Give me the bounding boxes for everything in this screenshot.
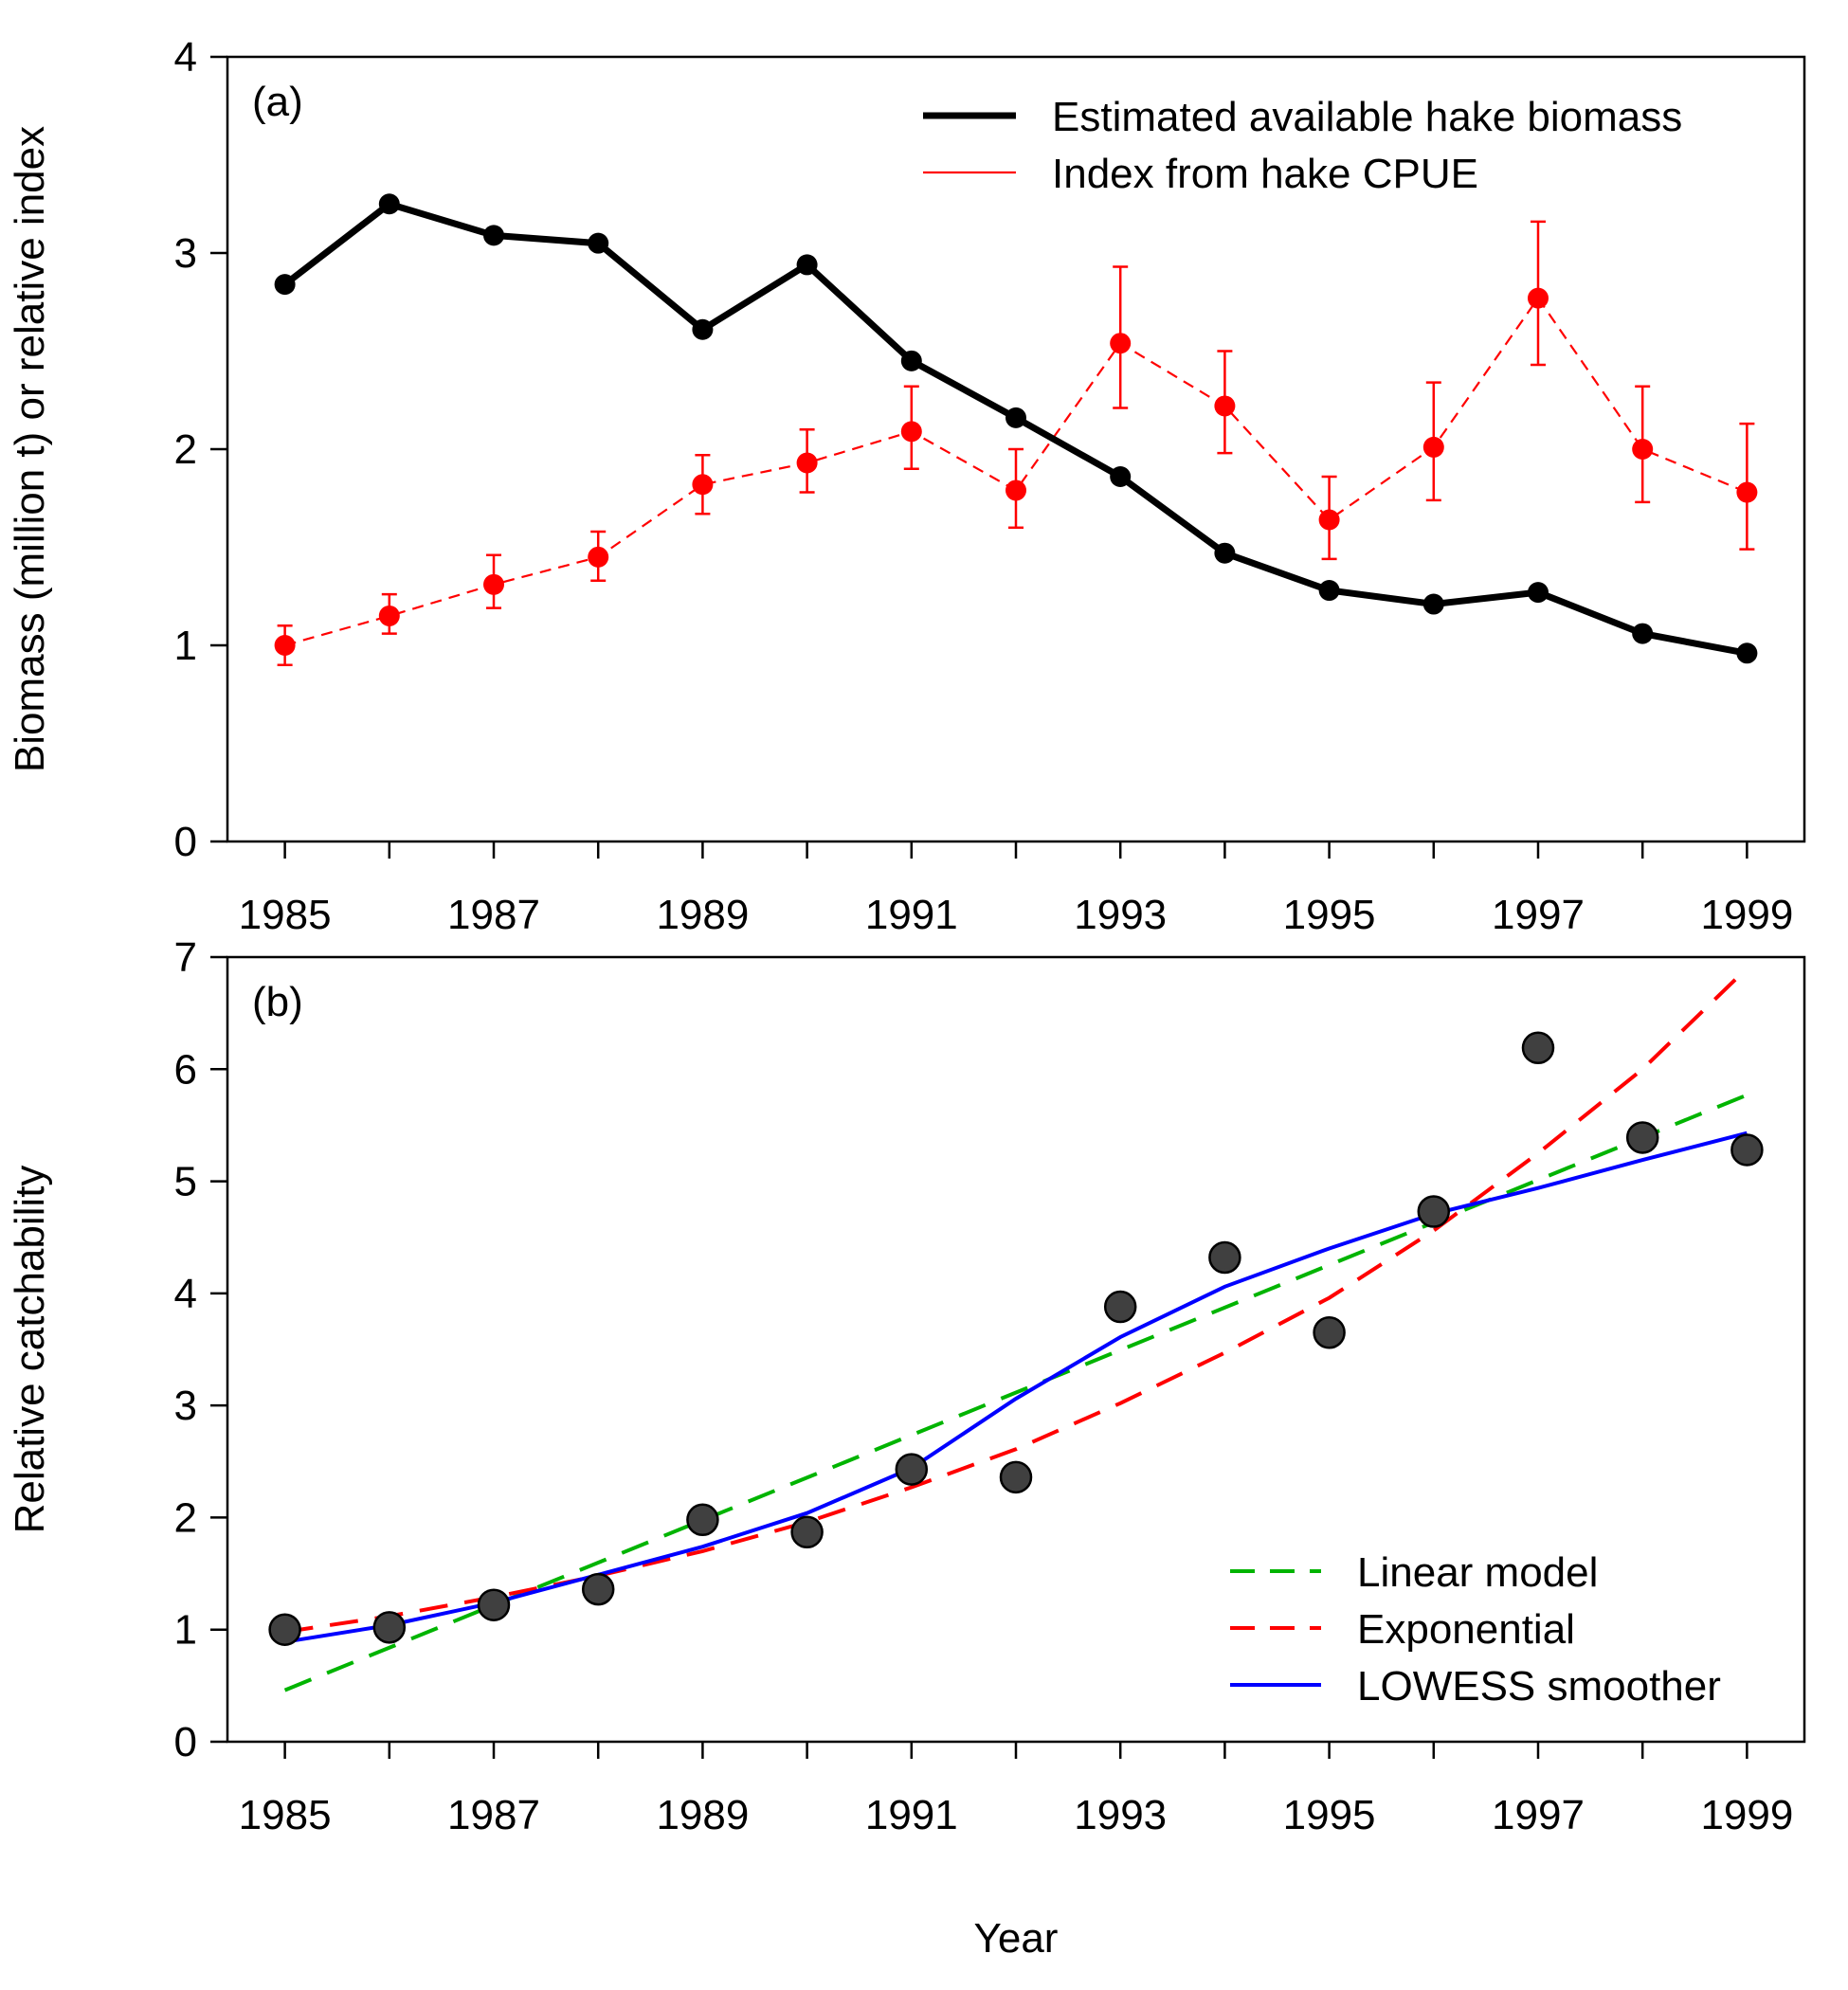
data-point (900, 421, 922, 443)
y-tick-label: 6 (174, 1046, 197, 1093)
series-line (283, 1093, 1748, 1692)
series-line (282, 200, 1748, 657)
data-point (581, 1572, 615, 1606)
data-point (1006, 407, 1026, 428)
data-point (477, 1588, 511, 1621)
data-point (790, 1515, 824, 1549)
y-tick-label: 0 (174, 819, 197, 865)
x-tick-label: 1997 (1492, 1792, 1585, 1838)
x-tick-label: 1995 (1283, 1792, 1376, 1838)
y-axis-title: Relative catchability (7, 1166, 53, 1534)
legend-label: LOWESS smoother (1357, 1663, 1721, 1710)
data-point (1632, 623, 1654, 644)
legend-label: Estimated available hake biomass (1052, 94, 1682, 140)
x-tick-label: 1985 (239, 892, 332, 938)
data-point (1318, 580, 1340, 602)
data-point (900, 350, 922, 371)
data-point (1730, 1133, 1764, 1167)
panel-label: (b) (252, 979, 303, 1025)
y-tick-label: 4 (174, 1271, 197, 1317)
y-tick-label: 1 (174, 623, 197, 669)
x-tick-label: 1987 (447, 1792, 540, 1838)
data-point (1527, 287, 1549, 309)
data-point (1736, 481, 1758, 503)
data-point (274, 635, 296, 656)
x-tick-label: 1993 (1074, 1792, 1167, 1838)
y-tick-label: 2 (174, 1494, 197, 1541)
data-point (1625, 1121, 1659, 1154)
legend-label: Exponential (1357, 1606, 1575, 1653)
data-point (274, 274, 296, 296)
y-tick-label: 3 (174, 1383, 197, 1429)
data-point (1422, 436, 1444, 458)
data-point (796, 452, 818, 474)
data-point (1521, 1031, 1555, 1065)
data-point (1214, 542, 1236, 564)
x-tick-label: 1991 (865, 892, 958, 938)
series-line (284, 967, 1748, 1635)
data-point (483, 225, 505, 246)
y-tick-label: 1 (174, 1607, 197, 1654)
data-point (692, 474, 714, 496)
panel-b: 0 1 2 3 4 5 6 7 1985 1987 1989 1991 1993 1995 1997 1999… (7, 934, 1806, 1838)
data-point (895, 1453, 929, 1486)
data-point (588, 232, 609, 254)
x-tick-label: 1995 (1283, 892, 1376, 938)
data-point (1736, 642, 1758, 664)
data-point (686, 1503, 719, 1537)
data-point (1006, 479, 1026, 501)
data-point (378, 605, 400, 626)
data-point (483, 573, 505, 595)
data-point (1318, 509, 1340, 531)
x-tick-label: 1993 (1074, 892, 1167, 938)
data-point (1110, 465, 1132, 487)
data-point (1208, 1240, 1241, 1275)
y-tick-label: 2 (174, 426, 197, 473)
data-point (1417, 1195, 1451, 1228)
data-point (268, 1613, 301, 1646)
data-point (372, 1611, 407, 1644)
data-point (1103, 1290, 1137, 1324)
y-axis-title: Biomass (million t) or relative index (7, 126, 53, 772)
x-axis-title: Year (974, 1915, 1059, 1962)
y-tick-label: 0 (174, 1719, 197, 1765)
data-point (1422, 593, 1444, 615)
data-point (999, 1460, 1033, 1494)
y-tick-label: 3 (174, 230, 197, 277)
data-point (692, 318, 714, 340)
legend-label: Linear model (1357, 1549, 1598, 1596)
y-tick-label: 4 (174, 34, 197, 81)
data-point (1527, 582, 1549, 604)
data-point (796, 254, 818, 276)
x-tick-label: 1989 (656, 892, 749, 938)
legend-label: Index from hake CPUE (1052, 151, 1478, 197)
series-line (284, 1131, 1748, 1644)
x-tick-label: 1999 (1700, 1792, 1793, 1838)
data-point (1214, 395, 1236, 417)
y-tick-label: 7 (174, 934, 197, 981)
x-tick-label: 1999 (1700, 892, 1793, 938)
data-point (378, 193, 400, 215)
x-tick-label: 1989 (656, 1792, 749, 1838)
x-tick-label: 1985 (239, 1792, 332, 1838)
x-tick-label: 1997 (1492, 892, 1585, 938)
data-point (1632, 439, 1654, 460)
data-point (588, 546, 609, 568)
x-tick-label: 1987 (447, 892, 540, 938)
data-point (1110, 333, 1132, 354)
y-tick-label: 5 (174, 1159, 197, 1205)
data-point (1313, 1316, 1346, 1349)
panel-label: (a) (252, 79, 303, 125)
x-tick-label: 1991 (865, 1792, 958, 1838)
panel-a: 0 1 2 3 4 1985 1987 1989 1991 1993 1995 1997 1999 Bio… (7, 34, 1806, 938)
